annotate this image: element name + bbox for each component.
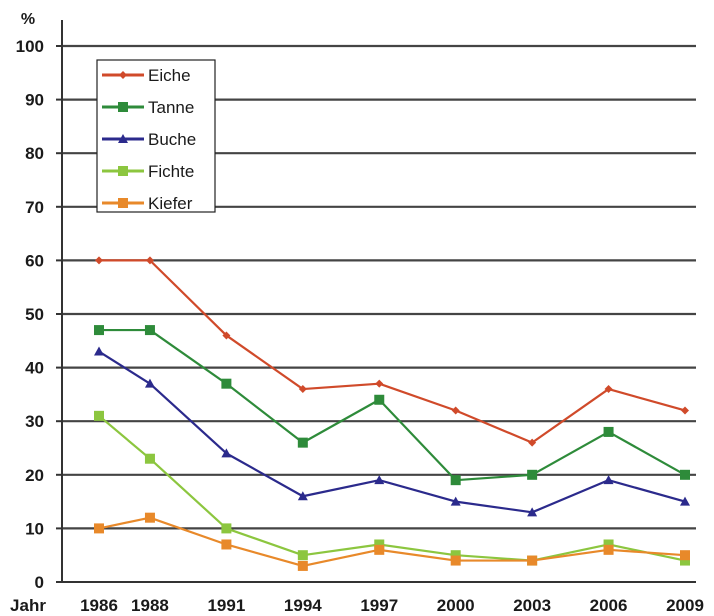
legend-item-buche: Buche	[102, 130, 196, 149]
data-point-fichte	[680, 555, 690, 566]
y-tick-label: 80	[25, 144, 44, 163]
legend-label: Fichte	[148, 162, 194, 181]
legend-box	[96, 59, 216, 213]
data-point-tanne	[297, 437, 308, 448]
legend-label: Tanne	[148, 98, 194, 117]
data-point-tanne	[221, 378, 232, 389]
data-point-tanne	[450, 475, 461, 486]
x-tick-label: 1986	[80, 596, 118, 615]
y-tick-label: 10	[25, 519, 44, 538]
legend-label: Kiefer	[148, 194, 193, 213]
y-tick-label: 100	[16, 37, 44, 56]
series-line-eiche	[99, 259, 686, 444]
y-tick-labels: 0 10 20 30 40 50 60 70 80 90 100	[16, 37, 44, 592]
series-eiche	[95, 256, 689, 447]
y-tick-label: 90	[25, 91, 44, 110]
x-tick-label: 1994	[284, 596, 322, 615]
x-tick-label: 2003	[513, 596, 551, 615]
data-point-buche	[221, 448, 232, 458]
y-tick-label: 50	[25, 305, 44, 324]
data-point-eiche	[451, 406, 460, 415]
data-point-tanne	[527, 469, 538, 480]
legend-swatch-marker	[118, 134, 128, 143]
y-tick-label: 20	[25, 466, 44, 485]
data-point-tanne	[374, 394, 385, 405]
legend-label: Buche	[148, 130, 196, 149]
data-point-eiche	[375, 379, 384, 388]
data-point-kiefer	[94, 523, 104, 534]
data-point-kiefer	[527, 555, 538, 566]
series-line-kiefer	[98, 516, 686, 568]
data-point-buche	[680, 496, 690, 506]
x-axis-name: Jahr	[10, 596, 46, 615]
legend-item-tanne: Tanne	[102, 98, 194, 117]
y-tick-label: 0	[35, 573, 44, 592]
data-point-fichte	[144, 453, 155, 464]
series-line-buche	[98, 350, 686, 514]
series-fichte	[94, 410, 690, 566]
legend-item-kiefer: Kiefer	[102, 194, 193, 213]
x-tick-label: 2009	[666, 596, 704, 615]
data-point-buche	[144, 378, 155, 388]
data-point-kiefer	[374, 544, 385, 555]
x-tick-label: 2006	[590, 596, 628, 615]
data-point-buche	[297, 491, 308, 501]
y-tick-label: 40	[25, 359, 44, 378]
data-point-fichte	[297, 550, 308, 561]
y-tick-label: 60	[25, 251, 44, 270]
legend-item-fichte: Fichte	[102, 162, 194, 181]
data-point-kiefer	[680, 550, 690, 561]
data-point-tanne	[603, 426, 614, 437]
data-point-buche	[94, 346, 104, 356]
x-tick-label: 1991	[207, 596, 245, 615]
legend-label: Eiche	[148, 66, 191, 85]
x-tick-labels: 1986 1988 1991 1994 1997 2000 2003 2006 2009	[80, 596, 704, 615]
data-point-tanne	[680, 469, 690, 480]
data-point-buche	[374, 475, 385, 485]
data-point-fichte	[374, 539, 385, 550]
data-point-kiefer	[450, 555, 461, 566]
axes	[56, 20, 696, 583]
x-tick-label: 1988	[131, 596, 169, 615]
legend-swatch-marker	[118, 166, 128, 176]
data-point-kiefer	[221, 539, 232, 550]
x-tick-label: 1997	[360, 596, 398, 615]
y-tick-label: 30	[25, 412, 44, 431]
data-point-buche	[527, 507, 538, 517]
y-unit-label: %	[21, 11, 35, 28]
series-buche	[94, 346, 690, 517]
data-point-buche	[450, 496, 461, 506]
legend: Eiche Tanne Buche Fichte Kiefer	[96, 59, 216, 213]
data-point-fichte	[94, 410, 104, 421]
data-point-kiefer	[144, 512, 155, 523]
series-kiefer	[94, 512, 690, 571]
series-line-tanne	[99, 328, 686, 482]
data-point-fichte	[603, 539, 614, 550]
data-point-fichte	[450, 550, 461, 561]
legend-item-eiche: Eiche	[102, 66, 191, 85]
data-point-eiche	[528, 438, 537, 447]
legend-swatch-marker	[118, 198, 128, 208]
data-point-eiche	[604, 385, 613, 394]
data-point-buche	[603, 475, 614, 485]
data-point-fichte	[221, 523, 232, 534]
data-point-eiche	[681, 406, 689, 415]
series-tanne	[94, 325, 690, 486]
data-point-eiche	[222, 331, 231, 340]
data-point-tanne	[144, 325, 155, 336]
x-tick-label: 2000	[437, 596, 475, 615]
data-point-eiche	[95, 256, 103, 265]
data-point-eiche	[298, 385, 307, 394]
y-tick-label: 70	[25, 198, 44, 217]
data-point-kiefer	[297, 560, 308, 571]
series-lines	[94, 256, 690, 571]
legend-swatch-marker	[119, 71, 127, 79]
legend-swatch-marker	[118, 102, 128, 112]
data-point-kiefer	[603, 544, 614, 555]
data-point-eiche	[145, 256, 154, 265]
data-point-tanne	[94, 325, 104, 336]
